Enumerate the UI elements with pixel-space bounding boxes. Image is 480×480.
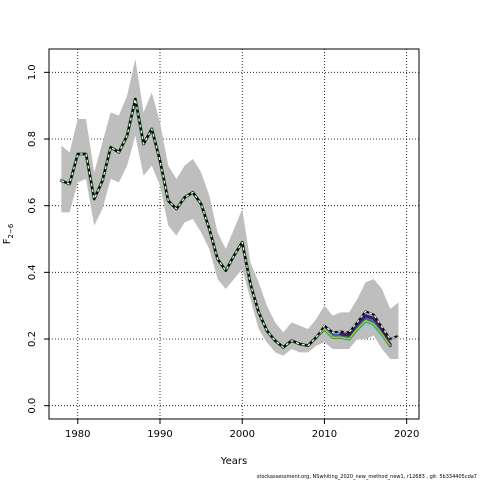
footer-attribution: stockassessment.org, NSwhiting_2020_new_… <box>257 474 477 480</box>
confidence-band <box>61 59 399 359</box>
y-axis-title-subscript: 2−6 <box>7 223 15 238</box>
y-tick-label: 0.6 <box>27 198 38 214</box>
y-axis-title: F2−6 <box>2 223 15 244</box>
x-axis: 1980 1990 2000 2010 2020 <box>65 419 419 440</box>
series-line-dashed-overlay <box>61 98 399 348</box>
x-tick-label: 1980 <box>65 429 90 440</box>
y-tick-label: 0.4 <box>27 264 38 280</box>
x-tick-label: 2000 <box>229 429 254 440</box>
y-axis: 0.0 0.2 0.4 0.6 0.8 1.0 <box>27 64 49 414</box>
y-axis-title-main: F <box>2 238 13 244</box>
x-tick-label: 1990 <box>147 429 172 440</box>
plot-frame <box>48 48 420 420</box>
x-axis-title: Years <box>220 456 247 467</box>
y-tick-label: 0.0 <box>27 398 38 414</box>
y-tick-label: 0.8 <box>27 131 38 147</box>
y-tick-label: 1.0 <box>27 64 38 80</box>
series-lines <box>59 97 399 349</box>
x-tick-label: 2020 <box>394 429 419 440</box>
y-tick-label: 0.2 <box>27 331 38 347</box>
x-tick-label: 2010 <box>312 429 337 440</box>
